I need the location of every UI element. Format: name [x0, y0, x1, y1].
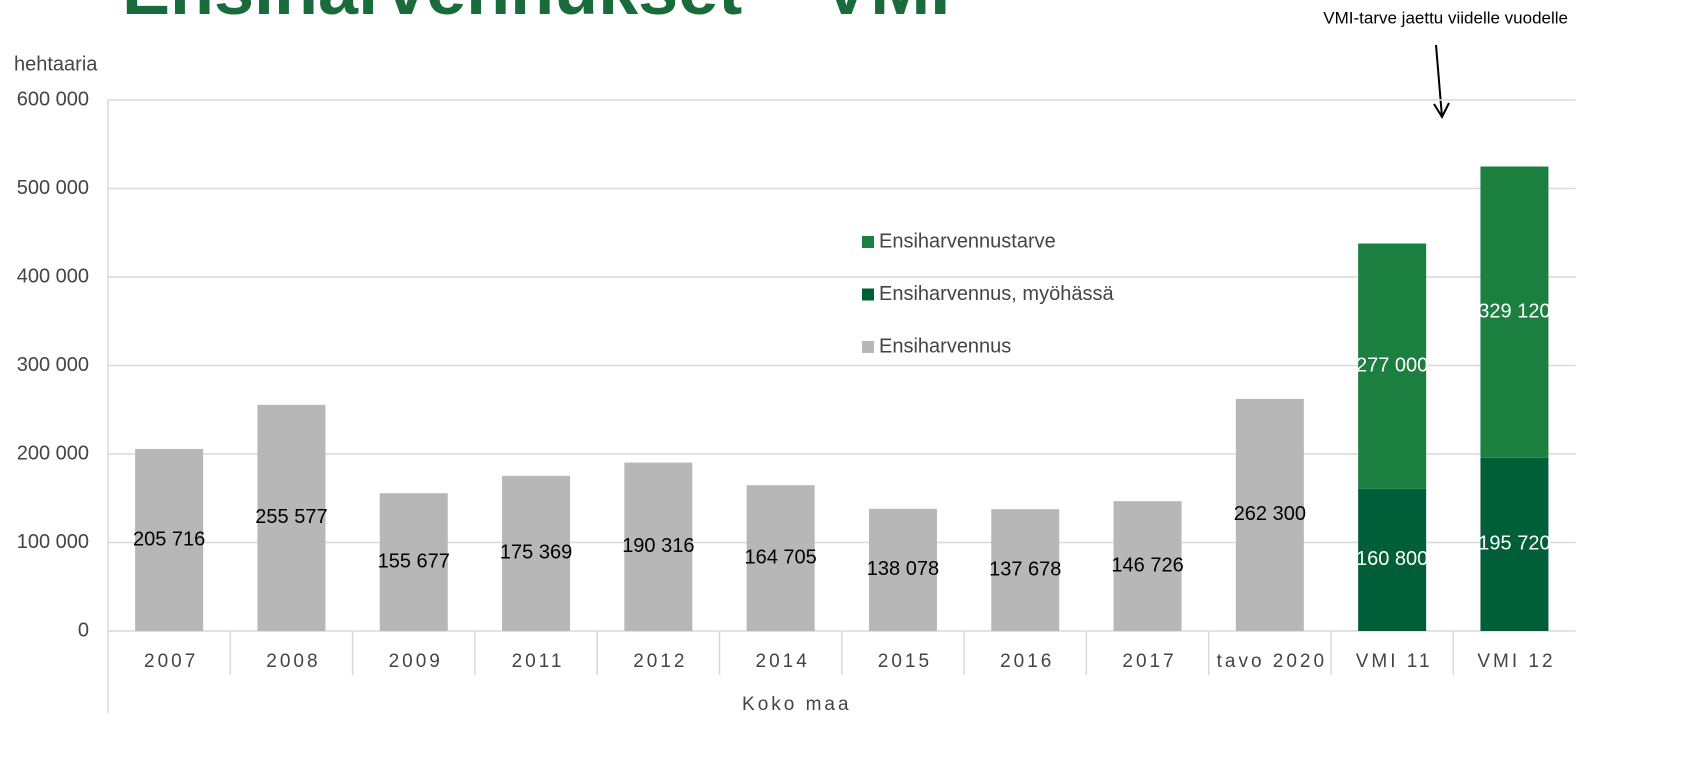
x-tick-label: 2008	[266, 651, 320, 672]
x-tick-label: 2012	[633, 651, 687, 672]
value-label: 155 677	[378, 550, 450, 572]
x-tick-label: 2017	[1122, 651, 1176, 672]
bar	[1113, 501, 1182, 631]
y-tick-label: 600 000	[17, 88, 89, 110]
legend-label: Ensiharvennus	[879, 335, 1011, 357]
y-tick-label: 200 000	[17, 442, 89, 464]
x-tick-label: 2016	[1000, 651, 1054, 672]
legend-swatch	[862, 288, 874, 301]
value-label: 255 577	[255, 506, 327, 528]
bar	[1358, 488, 1427, 631]
bar	[135, 448, 204, 631]
chart-title: Ensiharvennukset – VMI	[122, 0, 950, 30]
x-tick-label: 2014	[756, 651, 810, 672]
bar	[746, 485, 815, 631]
value-label: 277 000	[1356, 354, 1428, 376]
y-axis-label: hehtaaria	[14, 53, 98, 75]
bar	[1480, 166, 1549, 458]
bar	[624, 462, 693, 631]
bar	[502, 475, 571, 631]
bar	[868, 508, 937, 631]
value-label: 195 720	[1478, 533, 1550, 555]
value-label: 137 678	[989, 558, 1061, 580]
value-label: 175 369	[500, 542, 572, 564]
bar	[379, 493, 448, 631]
x-group-label: Koko maa	[742, 694, 852, 715]
value-label: 138 078	[867, 558, 939, 580]
x-tick-label: 2009	[389, 651, 443, 672]
legend-label: Ensiharvennustarve	[879, 230, 1056, 252]
legend-swatch	[862, 341, 874, 353]
x-tick-label: VMI 11	[1356, 651, 1433, 672]
bar	[1358, 243, 1427, 489]
bar	[1480, 457, 1549, 631]
value-label: 205 716	[133, 528, 205, 550]
value-label: 262 300	[1234, 503, 1306, 525]
y-tick-label: 300 000	[17, 354, 89, 376]
x-tick-label: 2015	[878, 651, 932, 672]
y-tick-label: 400 000	[17, 265, 89, 287]
value-label: 329 120	[1478, 300, 1550, 322]
value-label: 160 800	[1356, 548, 1428, 570]
bar	[1235, 398, 1304, 631]
x-tick-label: 2007	[144, 651, 198, 672]
y-tick-label: 500 000	[17, 177, 89, 199]
value-label: 146 726	[1111, 554, 1183, 576]
x-tick-label: 2011	[512, 651, 565, 672]
value-label: 190 316	[622, 535, 694, 557]
value-label: 164 705	[745, 546, 817, 568]
x-tick-label: VMI 12	[1477, 651, 1555, 672]
annotation-arrow	[1433, 44, 1450, 120]
y-tick-label: 100 000	[17, 531, 89, 553]
x-tick-label: tavo 2020	[1217, 651, 1327, 672]
legend-swatch	[862, 236, 874, 248]
bar	[257, 404, 326, 631]
legend-label: Ensiharvennus, myöhässä	[879, 283, 1114, 305]
annotation: VMI-tarve jaettu viidelle vuodelle	[1323, 8, 1568, 27]
bar	[991, 509, 1060, 631]
y-tick-label: 0	[78, 619, 89, 641]
